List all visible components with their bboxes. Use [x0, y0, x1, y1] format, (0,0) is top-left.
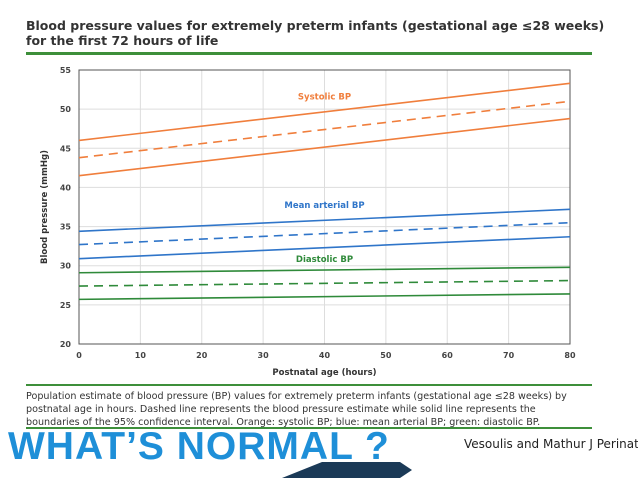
x-tick-label: 0 — [76, 351, 82, 360]
x-tick-label: 20 — [196, 351, 208, 360]
decorative-arrow-icon — [282, 462, 412, 478]
caption-divider — [26, 384, 592, 386]
y-tick-label: 20 — [60, 340, 72, 349]
series-line-diastolic-ci-bound — [78, 266, 571, 274]
y-tick-label: 30 — [60, 262, 72, 271]
x-tick-label: 70 — [503, 351, 515, 360]
x-tick-label: 10 — [135, 351, 147, 360]
y-axis-label: Blood pressure (mmHg) — [40, 150, 50, 264]
x-tick-label: 40 — [319, 351, 331, 360]
series-line-mean-ci-bound — [78, 235, 571, 260]
bp-line-chart: 0 10 20 30 40 50 60 70 80 20 25 30 35 40 45 50 55 Postnat… — [40, 66, 576, 378]
annotation-mean: Mean arterial BP — [284, 201, 364, 211]
series-line-systolic-ci-bound — [78, 82, 571, 142]
y-tick-label: 25 — [60, 301, 72, 310]
citation-text: Vesoulis and Mathur J Perinatol — [464, 437, 638, 451]
series-line-systolic-ci-bound — [78, 117, 571, 177]
series-line-mean-estimate — [78, 221, 571, 246]
series-line-mean-ci-bound — [78, 208, 571, 233]
annotation-diastolic: Diastolic BP — [296, 255, 353, 265]
plot-frame — [78, 69, 571, 345]
slide-headline: WHAT’S NORMAL ? — [8, 425, 390, 468]
x-tick-label: 80 — [564, 351, 576, 360]
series-line-systolic-estimate — [78, 100, 571, 159]
y-tick-label: 50 — [60, 105, 72, 114]
series-line-diastolic-ci-bound — [78, 293, 571, 301]
annotation-systolic: Systolic BP — [298, 93, 351, 103]
x-tick-label: 60 — [442, 351, 454, 360]
y-tick-label: 45 — [60, 144, 72, 153]
chart-title: Blood pressure values for extremely pret… — [26, 18, 605, 48]
x-tick-label: 30 — [258, 351, 270, 360]
y-tick-label: 35 — [60, 223, 72, 232]
x-axis-label: Postnatal age (hours) — [272, 368, 376, 378]
caption-bottom-divider — [26, 427, 592, 429]
title-divider — [26, 52, 592, 55]
y-tick-label: 55 — [60, 66, 72, 75]
y-tick-label: 40 — [60, 183, 72, 192]
x-tick-label: 50 — [380, 351, 392, 360]
series-line-diastolic-estimate — [78, 279, 571, 287]
figure-caption: Population estimate of blood pressure (B… — [26, 391, 567, 428]
